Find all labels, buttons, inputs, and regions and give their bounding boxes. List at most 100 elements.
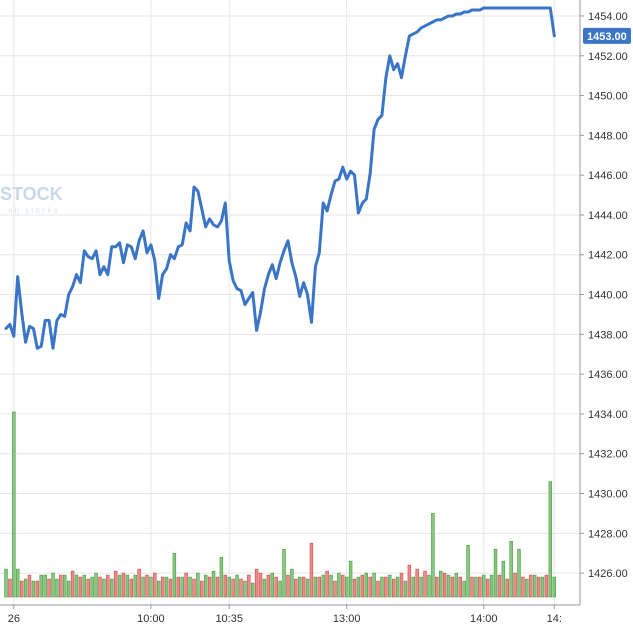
volume-bar-up bbox=[466, 544, 470, 598]
volume-bar-down bbox=[47, 578, 51, 598]
volume-bar-down bbox=[129, 578, 134, 598]
y-tick-label: 1450.00 bbox=[588, 91, 628, 103]
y-tick-label: 1448.00 bbox=[588, 130, 628, 142]
grid-lines bbox=[0, 0, 580, 605]
current-price-tag: 1453.00 bbox=[583, 27, 631, 44]
volume-bar-up bbox=[321, 574, 325, 598]
volume-bar-down bbox=[309, 542, 314, 598]
y-tick-label: 1430.00 bbox=[588, 489, 628, 501]
volume-bar-down bbox=[27, 574, 32, 598]
volume-bar-up bbox=[337, 572, 341, 598]
volume-bar-down bbox=[376, 580, 380, 598]
volume-bar-up bbox=[196, 572, 200, 598]
volume-bar-down bbox=[160, 576, 165, 598]
volume-bar-up bbox=[157, 580, 161, 598]
volume-bar-up bbox=[454, 572, 459, 598]
volume-bar-up bbox=[364, 572, 368, 598]
volume-bar-up bbox=[172, 552, 177, 598]
volume-bar-up bbox=[204, 574, 208, 598]
volume-bar-down bbox=[470, 576, 474, 598]
volume-bar-down bbox=[325, 570, 329, 598]
volume-bar-down bbox=[35, 580, 40, 598]
volume-bar-down bbox=[254, 568, 259, 598]
volume-bar-down bbox=[192, 578, 196, 598]
volume-bar-down bbox=[145, 574, 149, 598]
volume-bar-up bbox=[219, 556, 224, 598]
volume-bar-up bbox=[372, 572, 376, 598]
volume-bar-down bbox=[59, 574, 63, 598]
x-tick-label: 26 bbox=[8, 613, 20, 625]
volume-bar-down bbox=[407, 564, 412, 598]
volume-bar-up bbox=[243, 580, 247, 598]
volume-bar-down bbox=[458, 576, 462, 598]
volume-bar-up bbox=[431, 513, 435, 598]
y-tick-label: 1426.00 bbox=[588, 568, 628, 580]
volume-bar-down bbox=[184, 572, 188, 598]
y-tick-label: 1438.00 bbox=[588, 329, 628, 341]
volume-bar-up bbox=[462, 580, 466, 598]
volume-bar-up bbox=[419, 576, 423, 598]
volume-bar-down bbox=[497, 574, 502, 598]
volume-bar-down bbox=[442, 572, 447, 598]
volume-bar-up bbox=[110, 578, 114, 598]
volume-bar-down bbox=[450, 576, 455, 598]
volume-bar-up bbox=[102, 578, 106, 598]
volume-bar-down bbox=[8, 578, 12, 598]
volume-bar-up bbox=[63, 574, 67, 598]
volume-bar-down bbox=[215, 576, 220, 598]
volume-bar-down bbox=[247, 574, 251, 598]
volume-bar-down bbox=[317, 576, 321, 598]
time-axis: 26 10:00 10:35 13:00 14:00 14: bbox=[0, 604, 580, 625]
price-series-line bbox=[4, 6, 556, 350]
volume-bar-down bbox=[384, 576, 388, 598]
volume-bar-down bbox=[513, 572, 517, 598]
volume-bar-down bbox=[70, 570, 75, 598]
volume-bar-up bbox=[313, 576, 318, 598]
volume-bar-up bbox=[39, 574, 43, 598]
volume-bar-up bbox=[133, 574, 137, 598]
volume-bar-up bbox=[525, 578, 529, 598]
volume-bar-down bbox=[360, 574, 365, 598]
volume-bar-down bbox=[106, 574, 110, 598]
volume-bar-down bbox=[301, 576, 306, 598]
y-tick-label: 1432.00 bbox=[588, 449, 628, 461]
price-line bbox=[4, 6, 556, 350]
volume-bar-up bbox=[262, 578, 267, 598]
volume-bar-down bbox=[294, 578, 298, 598]
volume-bar-down bbox=[415, 568, 419, 598]
volume-bar-down bbox=[113, 570, 118, 598]
volume-bar-up bbox=[270, 572, 275, 598]
volume-bar-up bbox=[16, 568, 20, 598]
price-axis: 1454.00 1452.00 1450.00 1448.00 1446.00 1444.… bbox=[579, 0, 628, 605]
volume-bar-up bbox=[278, 580, 282, 598]
volume-bar-up bbox=[297, 576, 302, 598]
x-tick-label: 10:35 bbox=[215, 613, 243, 625]
volume-bar-up bbox=[348, 560, 353, 598]
volume-bar-up bbox=[427, 574, 431, 598]
y-tick-label: 1428.00 bbox=[588, 528, 628, 540]
y-tick-label: 1436.00 bbox=[588, 369, 628, 381]
volume-bar-up bbox=[82, 574, 87, 598]
volume-bar-up bbox=[149, 576, 153, 598]
volume-bar-up bbox=[31, 580, 36, 598]
volume-bar-up bbox=[282, 548, 286, 598]
volume-bar-up bbox=[12, 411, 16, 598]
volume-bar-down bbox=[266, 574, 271, 598]
volume-bar-up bbox=[482, 574, 486, 598]
volume-bar-up bbox=[540, 576, 545, 598]
volume-bar-down bbox=[258, 572, 263, 598]
volume-bar-down bbox=[200, 580, 204, 598]
volume-bar-down bbox=[521, 576, 525, 598]
volume-bar-up bbox=[305, 578, 310, 598]
volume-bar-up bbox=[388, 574, 392, 598]
volume-bar-up bbox=[4, 568, 8, 598]
volume-bar-down bbox=[78, 576, 83, 598]
volume-bar-up bbox=[23, 578, 28, 598]
volume-bar-up bbox=[141, 576, 145, 598]
volume-bar-down bbox=[121, 572, 126, 598]
volume-bar-down bbox=[207, 576, 212, 598]
volume-bar-up bbox=[548, 481, 553, 598]
volume-bar-down bbox=[274, 576, 278, 598]
